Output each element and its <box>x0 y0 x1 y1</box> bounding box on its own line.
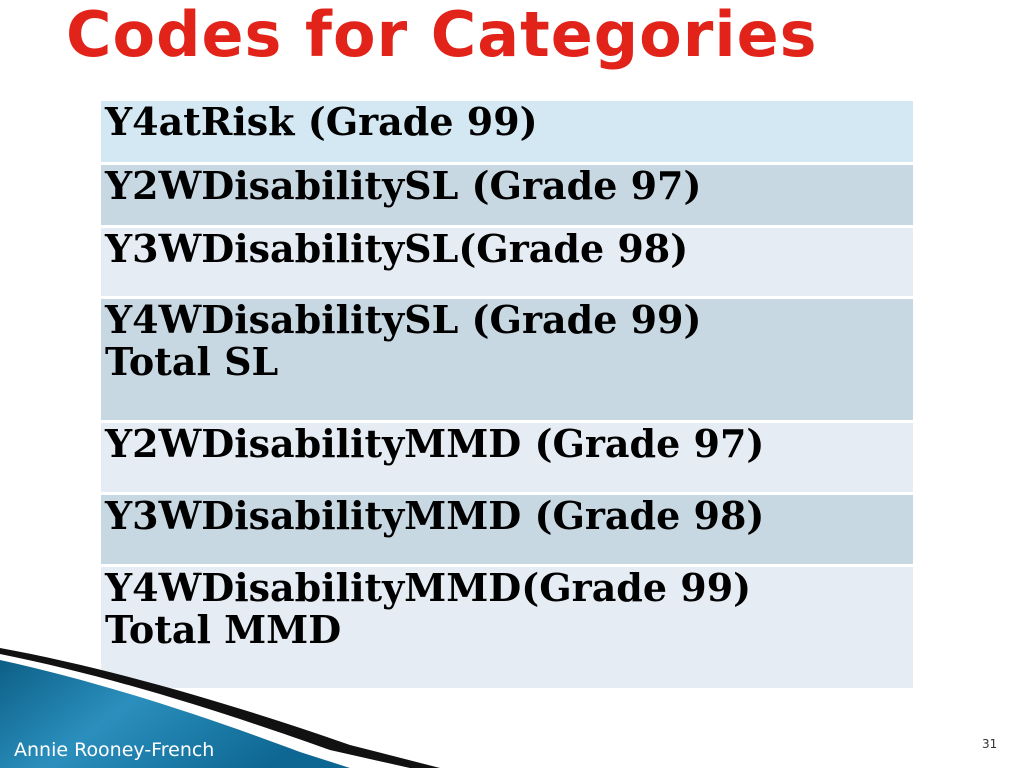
table-cell: Y3WDisabilityMMD (Grade 98) <box>101 492 913 566</box>
table-row: Y2WDisabilitySL (Grade 97) <box>101 162 913 227</box>
table-cell: Y2WDisabilitySL (Grade 97) <box>101 162 913 227</box>
category-code: Y2WDisabilityMMD (Grade 97) <box>105 421 765 466</box>
category-total: Total SL <box>105 338 279 384</box>
table-row: Y3WDisabilitySL(Grade 98) <box>101 225 913 298</box>
category-codes-table: Y4atRisk (Grade 99) Y2WDisabilitySL (Gra… <box>101 101 913 688</box>
author-name: Annie Rooney-French <box>14 739 215 761</box>
category-code: Y4WDisabilitySL (Grade 99) <box>105 297 702 342</box>
page-number: 31 <box>982 737 998 751</box>
category-code: Y3WDisabilitySL(Grade 98) <box>105 226 689 271</box>
category-code: Y4WDisabilityMMD(Grade 99) <box>105 565 752 610</box>
footer-swoosh-decoration <box>0 648 440 768</box>
table-row: Y3WDisabilityMMD (Grade 98) <box>101 492 913 566</box>
table-cell: Y4atRisk (Grade 99) <box>101 101 913 164</box>
table-row: Y4WDisabilitySL (Grade 99) Total SL <box>101 296 913 422</box>
table-row: Y4WDisabilityMMD(Grade 99) Total MMD <box>101 564 913 688</box>
category-total: Total MMD <box>105 606 342 652</box>
table-cell: Y2WDisabilityMMD (Grade 97) <box>101 420 913 494</box>
table-row: Y2WDisabilityMMD (Grade 97) <box>101 420 913 494</box>
swoosh-blue-band <box>0 660 350 768</box>
table-row: Y4atRisk (Grade 99) <box>101 101 913 164</box>
table-cell: Y3WDisabilitySL(Grade 98) <box>101 225 913 298</box>
category-code: Y4atRisk (Grade 99) <box>105 99 538 144</box>
page-title: Codes for Categories <box>66 0 818 71</box>
category-code: Y2WDisabilitySL (Grade 97) <box>105 163 702 208</box>
category-code: Y3WDisabilityMMD (Grade 98) <box>105 493 765 538</box>
table-cell: Y4WDisabilityMMD(Grade 99) Total MMD <box>101 564 913 688</box>
table-cell: Y4WDisabilitySL (Grade 99) Total SL <box>101 296 913 422</box>
